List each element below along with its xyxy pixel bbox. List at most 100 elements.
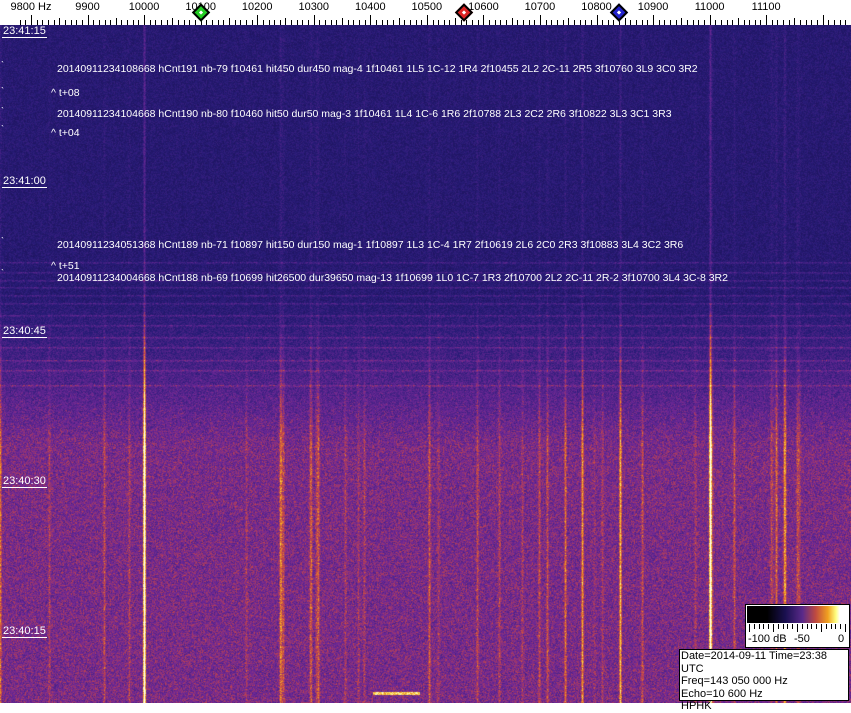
axis-tick [591, 20, 592, 25]
x-tick-label: 10900 [637, 1, 669, 13]
axis-tick [218, 20, 219, 25]
axis-tick [31, 15, 32, 25]
colorbar-tick [749, 624, 750, 632]
axis-tick [721, 20, 722, 25]
detection-text: 20140911234108668 hCnt191 nb-79 f10461 h… [57, 63, 698, 75]
axis-tick [252, 20, 253, 25]
axis-tick [59, 18, 60, 25]
axis-tick [133, 20, 134, 25]
colorbar-tick [758, 624, 760, 629]
axis-tick [240, 20, 241, 25]
axis-tick [376, 20, 377, 25]
x-tick-label: 10400 [355, 1, 386, 13]
axis-tick [393, 20, 394, 25]
axis-tick [449, 20, 450, 25]
colorbar-tick [825, 624, 827, 629]
axis-tick [370, 15, 371, 25]
axis-tick [178, 20, 179, 25]
axis-tick [20, 20, 21, 25]
axis-tick [116, 18, 117, 25]
x-tick-label: 10800 [581, 1, 612, 13]
axis-tick [636, 20, 637, 25]
colorbar-tick [792, 624, 794, 629]
axis-tick [557, 20, 558, 25]
axis-tick [489, 20, 490, 25]
axis-tick [698, 20, 699, 25]
axis-tick [506, 20, 507, 25]
x-tick-label: 11000 [694, 1, 725, 13]
colorbar-label-mid: -50 [794, 633, 810, 645]
axis-tick [189, 20, 190, 25]
axis-tick [54, 20, 55, 25]
axis-tick [206, 20, 207, 25]
colorbar-tick [797, 624, 798, 632]
axis-tick [82, 20, 83, 25]
colorbar-gradient [747, 606, 848, 623]
axis-tick [749, 20, 750, 25]
axis-tick [212, 20, 213, 25]
axis-tick [138, 20, 139, 25]
axis-tick [161, 20, 162, 25]
colorbar-tick [787, 624, 789, 629]
axis-tick [495, 20, 496, 25]
axis-tick [738, 18, 739, 25]
axis-tick [433, 20, 434, 25]
axis-tick [297, 20, 298, 25]
axis-tick [144, 15, 145, 25]
axis-tick [806, 20, 807, 25]
edge-mark: ` [1, 86, 4, 96]
axis-tick [71, 20, 72, 25]
axis-tick [783, 20, 784, 25]
axis-tick [580, 20, 581, 25]
colorbar-tick [845, 624, 846, 632]
detection-text: 20140911234004668 hCnt188 nb-69 f10699 h… [57, 272, 728, 284]
axis-tick [105, 20, 106, 25]
axis-tick [800, 20, 801, 25]
edge-mark: ` [1, 236, 4, 246]
axis-tick [223, 20, 224, 25]
info-station: HPHK [681, 700, 712, 712]
colorbar-tick [830, 624, 832, 629]
axis-tick [772, 20, 773, 25]
axis-tick [766, 15, 767, 25]
axis-tick [710, 15, 711, 25]
x-tick-label: 10300 [298, 1, 330, 13]
axis-tick [184, 20, 185, 25]
axis-tick [65, 20, 66, 25]
colorbar-label-min: -100 dB [748, 633, 787, 645]
axis-tick [461, 20, 462, 25]
time-tick-label: 23:41:00 [2, 175, 47, 188]
colorbar-tick [840, 624, 842, 629]
detection-text: 20140911234104668 hCnt190 nb-80 f10460 h… [57, 108, 672, 120]
axis-tick [416, 20, 417, 25]
axis-tick [314, 15, 315, 25]
time-tick-label: 23:40:30 [2, 475, 47, 488]
edge-mark: ` [1, 124, 4, 134]
axis-tick [529, 20, 530, 25]
axis-tick [48, 20, 49, 25]
axis-tick [365, 20, 366, 25]
axis-tick [42, 20, 43, 25]
axis-tick [121, 20, 122, 25]
axis-tick [331, 20, 332, 25]
time-tick-label: 23:40:45 [2, 325, 47, 338]
axis-tick [664, 20, 665, 25]
axis-tick [274, 20, 275, 25]
axis-tick [630, 20, 631, 25]
axis-tick [455, 18, 456, 25]
axis-tick [246, 20, 247, 25]
x-tick-label: 9800 Hz [10, 1, 52, 13]
axis-tick [523, 20, 524, 25]
axis-tick [659, 20, 660, 25]
axis-tick [280, 20, 281, 25]
x-tick-label: 10500 [411, 1, 443, 13]
frequency-axis: 9800 Hz990010000101001020010300104001050… [0, 0, 851, 25]
axis-tick [263, 20, 264, 25]
axis-tick [359, 20, 360, 25]
x-tick-label: 9900 [75, 1, 100, 13]
axis-tick [76, 20, 77, 25]
axis-tick [257, 15, 258, 25]
colorbar-tick [777, 624, 779, 629]
axis-tick [25, 20, 26, 25]
x-tick-label: 10200 [241, 1, 273, 13]
